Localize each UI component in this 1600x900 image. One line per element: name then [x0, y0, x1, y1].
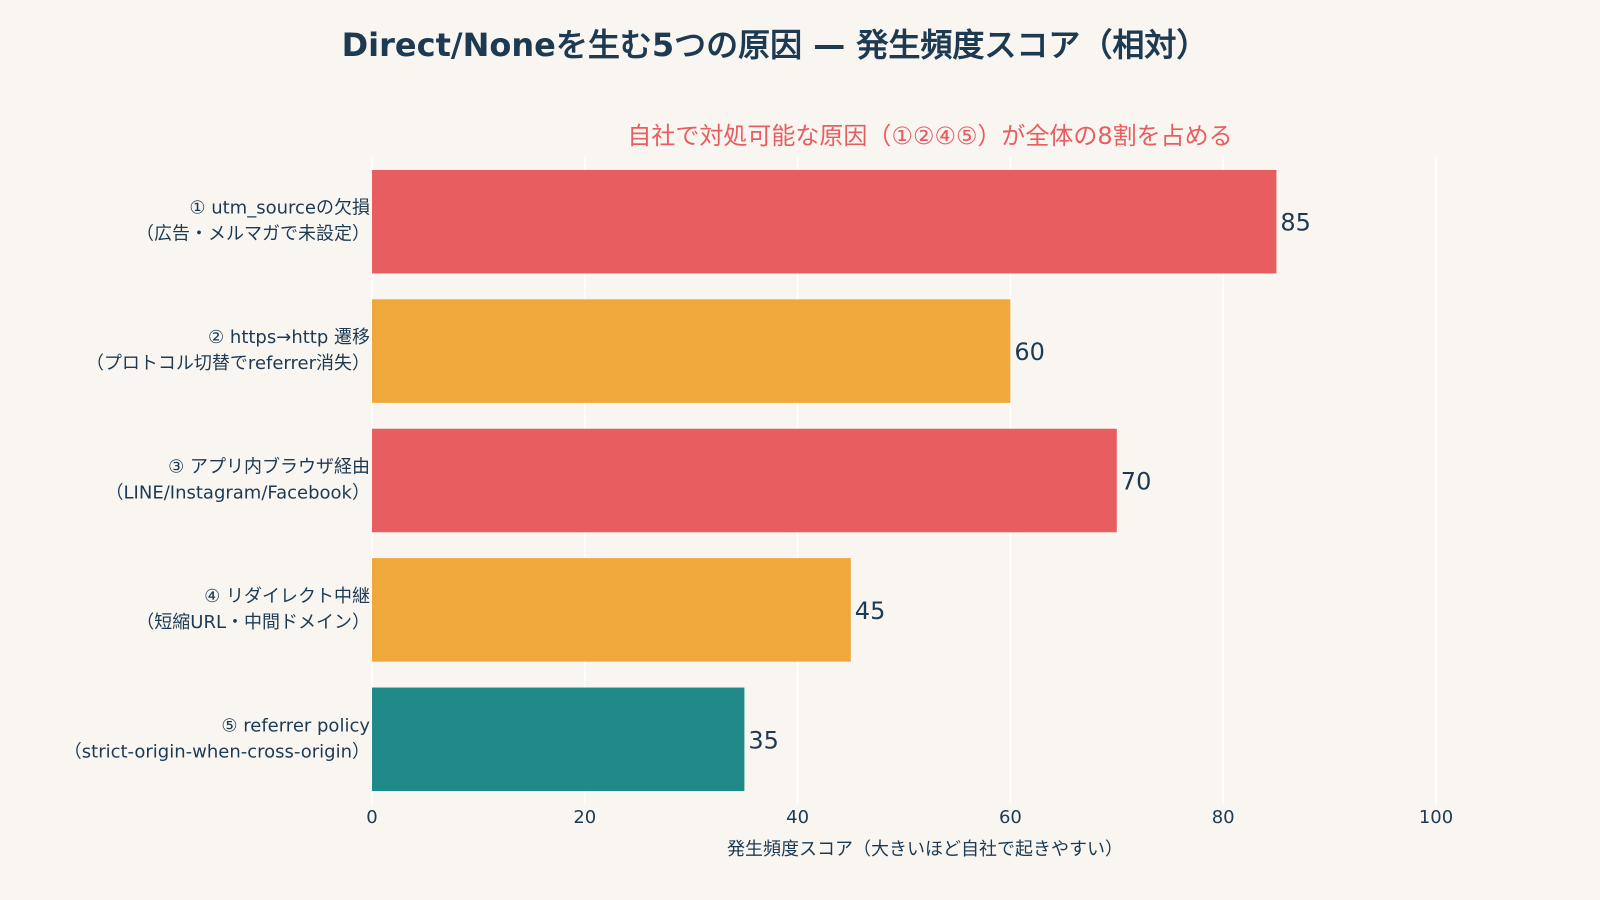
y-tick-label: ③ アプリ内ブラウザ経由: [168, 456, 370, 478]
bar: [372, 558, 851, 662]
annotation: 自社で対処可能な原因（①②④⑤）が全体の8割を占める: [627, 122, 1232, 150]
value-label: 70: [1121, 468, 1152, 496]
y-tick-label: ② https→http 遷移: [208, 327, 370, 348]
value-label: 60: [1014, 338, 1045, 366]
bar: [372, 299, 1011, 403]
bar: [372, 428, 1117, 533]
value-label: 85: [1280, 209, 1311, 237]
y-tick-label: ⑤ referrer policy: [221, 715, 370, 736]
chart-title: Direct/Noneを生む5つの原因 — 発生頻度スコア（相対）: [342, 26, 1209, 64]
y-tick-label: （短縮URL・中間ドメイン）: [136, 612, 370, 633]
y-tick-label: （strict-origin-when-cross-origin）: [64, 741, 370, 762]
x-tick-label: 0: [366, 807, 377, 828]
value-label: 45: [855, 597, 886, 625]
x-axis-title: 発生頻度スコア（大きいほど自社で起きやすい）: [727, 839, 1123, 860]
y-tick-label: （プロトコル切替でreferrer消失）: [86, 353, 370, 374]
x-tick-label: 20: [573, 807, 596, 828]
y-tick-label: （広告・メルマガで未設定）: [136, 224, 370, 245]
x-tick-label: 100: [1419, 807, 1453, 828]
bar: [372, 687, 745, 792]
x-tick-label: 60: [999, 807, 1022, 828]
y-tick-label: ① utm_sourceの欠損: [189, 198, 370, 219]
y-tick-label: （LINE/Instagram/Facebook）: [106, 483, 370, 504]
x-tick-label: 80: [1212, 807, 1235, 828]
bar: [372, 169, 1277, 274]
y-tick-label: ④ リダイレクト中継: [204, 586, 370, 607]
value-label: 35: [748, 726, 779, 754]
x-tick-label: 40: [786, 807, 809, 828]
